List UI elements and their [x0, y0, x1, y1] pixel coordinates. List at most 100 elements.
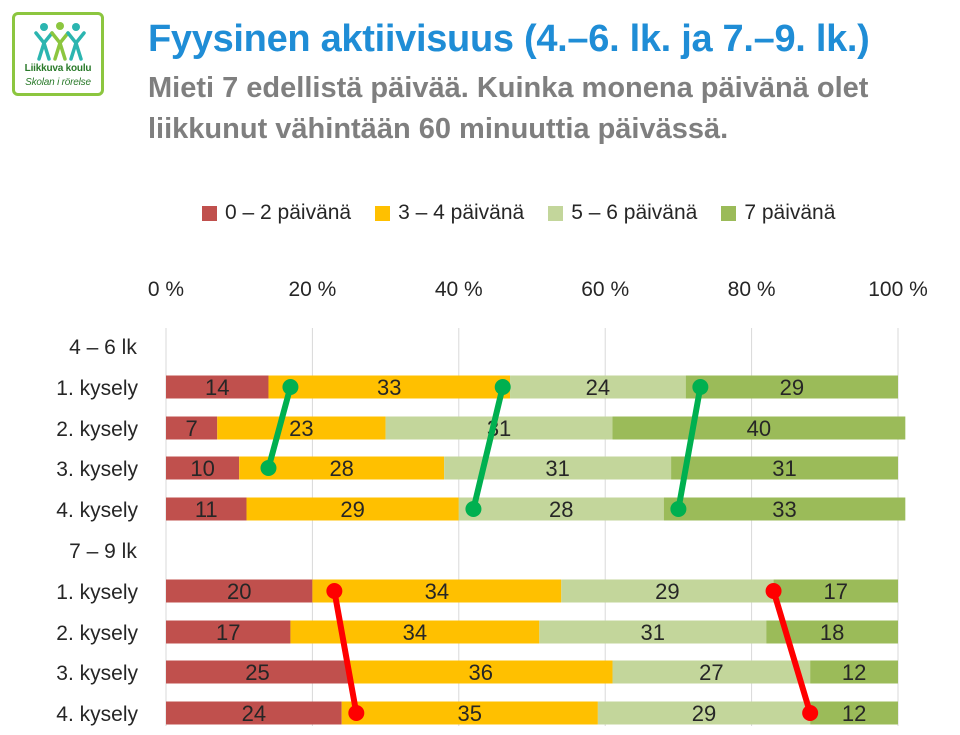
data-label: 25: [245, 660, 269, 685]
trend-connector-end-dot: [465, 501, 482, 517]
group-label: 7 – 9 lk: [69, 540, 137, 563]
trend-connector-start-dot: [692, 379, 709, 395]
data-label: 24: [242, 701, 266, 726]
bar-segment: [166, 497, 247, 521]
data-label: 35: [458, 701, 482, 726]
bar-segment: [612, 660, 811, 684]
bar-segment: [597, 701, 811, 725]
bar-segment: [458, 497, 664, 521]
data-label: 28: [329, 456, 353, 481]
data-label: 12: [842, 701, 866, 726]
bar-segment: [290, 620, 540, 644]
bar-segment: [671, 456, 898, 480]
row-label: 4. kysely: [56, 499, 138, 522]
data-label: 10: [190, 456, 214, 481]
bar-segment: [341, 701, 598, 725]
legend-item-7: 7 päivänä: [721, 201, 835, 225]
data-label: 33: [772, 497, 796, 522]
data-label: 31: [772, 456, 796, 481]
row-label: 3. kysely: [56, 458, 138, 481]
x-tick-label: 40 %: [435, 278, 483, 301]
trend-connector-start-dot: [282, 379, 299, 395]
trend-connector-line: [331, 588, 360, 716]
row-label: 2. kysely: [56, 622, 138, 645]
legend-item-0-2: 0 – 2 päivänä: [202, 201, 351, 225]
data-label: 40: [747, 416, 771, 441]
data-label: 20: [227, 579, 251, 604]
bar-segment: [510, 375, 686, 399]
legend-label-7: 7 päivänä: [744, 201, 836, 224]
bar-segment: [166, 660, 349, 684]
data-label: 33: [377, 375, 401, 400]
trend-connector-start-dot: [765, 583, 782, 599]
data-label: 24: [586, 375, 610, 400]
bar-segment: [239, 456, 445, 480]
logo-figures-icon: [34, 22, 86, 61]
data-label: 27: [699, 660, 723, 685]
legend-swatch-3-4: [375, 205, 391, 221]
trend-connector-end-dot: [670, 501, 687, 517]
legend-label-3-4: 3 – 4 päivänä: [398, 201, 525, 224]
legend-swatch-0-2: [202, 205, 217, 221]
trend-connector-end-dot: [260, 460, 277, 476]
legend-swatch-5-6: [548, 205, 564, 221]
page-title: Fyysinen aktiivisuus (4.–6. lk. ja 7.–9.…: [148, 18, 870, 60]
trend-connector-start-dot: [494, 379, 511, 395]
bar-segment: [685, 375, 898, 399]
row-label: 3. kysely: [56, 662, 138, 685]
trend-connector-start-dot: [326, 583, 343, 599]
data-label: 17: [824, 579, 848, 604]
legend-item-5-6: 5 – 6 päivänä: [548, 201, 697, 225]
bar-segment: [663, 497, 906, 521]
trend-connector-line: [675, 384, 704, 512]
bar-segment: [217, 416, 386, 440]
bar-segment: [312, 579, 562, 603]
data-label: 11: [195, 497, 218, 522]
data-label: 29: [655, 579, 679, 604]
data-label: 31: [545, 456, 569, 481]
row-label: 2. kysely: [56, 418, 138, 441]
data-label: 34: [425, 579, 449, 604]
bar-segment: [166, 701, 342, 725]
bar-segment: [539, 620, 767, 644]
bar-segment: [166, 416, 218, 440]
data-label: 34: [403, 620, 427, 645]
logo-text: Liikkuva koulu: [24, 63, 92, 74]
trend-connector-line: [770, 588, 814, 716]
data-label: 18: [820, 620, 844, 645]
data-label: 23: [289, 416, 313, 441]
logo-subtext: Skolan i rörelse: [25, 77, 91, 88]
data-label: 29: [780, 375, 804, 400]
data-label: 29: [340, 497, 364, 522]
bar-segment: [810, 701, 898, 725]
logo: Liikkuva koulu Skolan i rörelse: [12, 12, 104, 96]
row-label: 1. kysely: [56, 377, 138, 400]
bar-segment: [166, 456, 240, 480]
legend-swatch-7: [721, 205, 737, 221]
data-label: 29: [692, 701, 716, 726]
x-tick-label: 80 %: [728, 278, 776, 301]
data-label: 28: [549, 497, 573, 522]
bar-segment: [773, 579, 898, 603]
bar-segment: [268, 375, 511, 399]
trend-connector-line: [470, 384, 506, 512]
bar-segment: [385, 416, 613, 440]
bar-segment: [246, 497, 459, 521]
bar-segment: [810, 660, 898, 684]
legend-label-5-6: 5 – 6 päivänä: [571, 201, 698, 224]
trend-connector-end-dot: [348, 705, 365, 721]
row-label: 4. kysely: [56, 703, 138, 726]
data-label: 17: [216, 620, 240, 645]
legend-label-0-2: 0 – 2 päivänä: [225, 201, 352, 224]
trend-connector-end-dot: [802, 705, 819, 721]
row-label: 1. kysely: [56, 581, 138, 604]
data-label: 31: [641, 620, 665, 645]
data-label: 7: [185, 416, 197, 441]
chart-legend: 0 – 2 päivänä 3 – 4 päivänä 5 – 6 päivän…: [202, 199, 859, 227]
data-label: 14: [205, 375, 229, 400]
bar-segment: [166, 620, 291, 644]
bar-segment: [349, 660, 613, 684]
legend-item-3-4: 3 – 4 päivänä: [375, 201, 524, 225]
page-subtitle: Mieti 7 edellistä päivää. Kuinka monena …: [148, 72, 869, 145]
